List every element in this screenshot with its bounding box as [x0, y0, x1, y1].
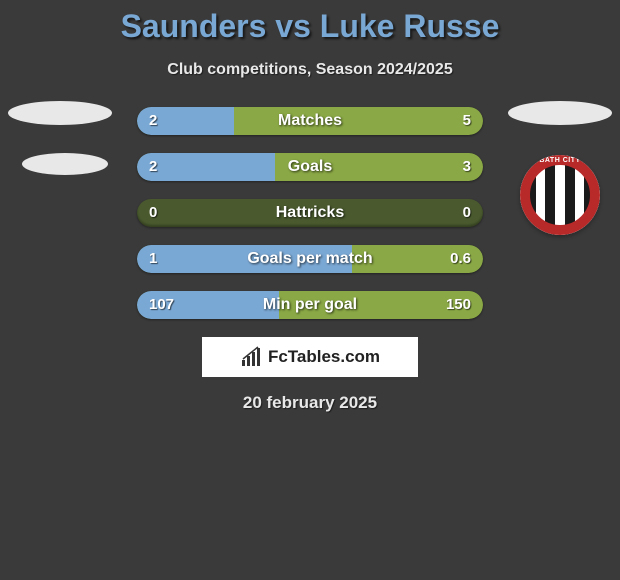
left-badge-2: [22, 153, 108, 175]
stat-label: Goals: [137, 153, 483, 181]
stat-row: 23Goals: [137, 153, 483, 181]
stat-row: 00Hattricks: [137, 199, 483, 227]
brand-text: FcTables.com: [268, 347, 380, 367]
brand-chart-icon: [240, 346, 262, 368]
stat-row: 107150Min per goal: [137, 291, 483, 319]
club-logo-ring: [520, 155, 600, 235]
page-title: Saunders vs Luke Russe: [0, 0, 620, 45]
date-text: 20 february 2025: [0, 393, 620, 413]
stat-label: Goals per match: [137, 245, 483, 273]
subtitle: Club competitions, Season 2024/2025: [0, 61, 620, 79]
comparison-content: BATH CITY 25Matches 23Goals 00Hattricks 10.…: [0, 107, 620, 319]
brand-box: FcTables.com: [202, 337, 418, 377]
left-player-badges: [8, 101, 112, 203]
right-badge-1: [508, 101, 612, 125]
stat-label: Hattricks: [137, 199, 483, 227]
right-player-badges: BATH CITY: [508, 101, 612, 235]
left-badge-1: [8, 101, 112, 125]
stat-row: 25Matches: [137, 107, 483, 135]
stat-label: Matches: [137, 107, 483, 135]
club-logo: BATH CITY: [520, 155, 600, 235]
stat-bars: 25Matches 23Goals 00Hattricks 10.6Goals per…: [137, 107, 483, 319]
stat-row: 10.6Goals per match: [137, 245, 483, 273]
club-logo-text: BATH CITY: [520, 157, 600, 164]
stat-label: Min per goal: [137, 291, 483, 319]
